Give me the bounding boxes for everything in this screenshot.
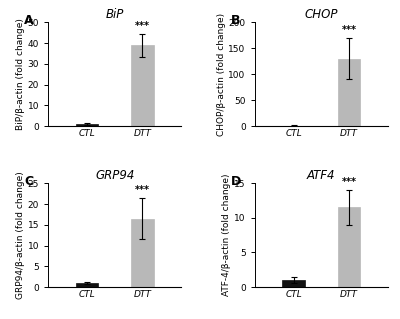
Text: ***: *** — [135, 21, 150, 31]
Text: D: D — [231, 175, 241, 188]
Bar — [131, 219, 154, 287]
Title: GRP94: GRP94 — [95, 169, 134, 182]
Y-axis label: BiP/β-actin (fold change): BiP/β-actin (fold change) — [16, 18, 25, 130]
Title: BiP: BiP — [106, 8, 124, 21]
Title: ATF4: ATF4 — [307, 169, 336, 182]
Title: CHOP: CHOP — [304, 8, 338, 21]
Text: B: B — [231, 14, 240, 27]
Bar — [76, 124, 98, 126]
Bar — [131, 45, 154, 126]
Y-axis label: CHOP/β-actin (fold change): CHOP/β-actin (fold change) — [217, 13, 226, 136]
Bar — [338, 59, 360, 126]
Y-axis label: ATF-4/β-actin (fold change): ATF-4/β-actin (fold change) — [222, 174, 231, 296]
Text: ***: *** — [135, 185, 150, 195]
Bar — [338, 207, 360, 287]
Bar — [76, 283, 98, 287]
Text: C: C — [24, 175, 33, 188]
Bar — [282, 280, 305, 287]
Y-axis label: GRP94/β-actin (fold change): GRP94/β-actin (fold change) — [16, 171, 25, 299]
Text: ***: *** — [342, 25, 357, 35]
Text: A: A — [24, 14, 34, 27]
Text: ***: *** — [342, 177, 357, 187]
